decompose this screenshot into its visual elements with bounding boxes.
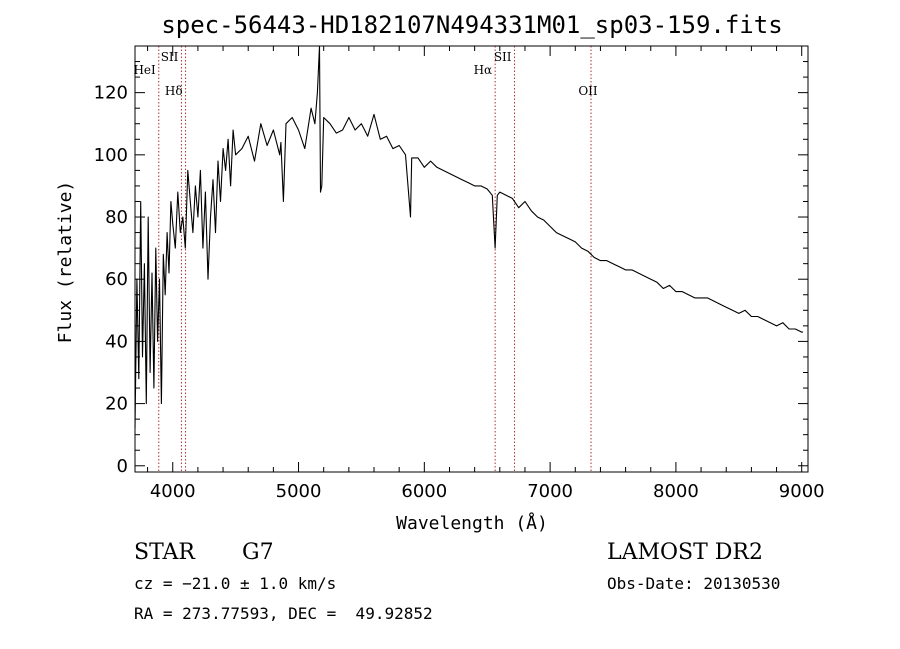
chart-title: spec-56443-HD182107N494331M01_sp03-159.f… [161, 11, 782, 39]
x-tick-label: 5000 [276, 481, 322, 502]
plot-frame [134, 45, 809, 473]
y-tick-label: 60 [105, 269, 128, 290]
object-subclass: G7 [242, 540, 274, 565]
spectral-line-label: Hδ [165, 84, 183, 98]
redshift-readout: cz = −21.0 ± 1.0 km/s [134, 574, 337, 593]
spectrum-line [134, 45, 803, 429]
x-tick-label: 8000 [653, 481, 699, 502]
survey-name: LAMOST DR2 [607, 540, 763, 565]
spectral-line-label: SII [161, 50, 179, 64]
x-tick-label: 7000 [527, 481, 573, 502]
x-axis-label: Wavelength (Å) [396, 512, 548, 534]
plot-axes: 4000 5000 6000 7000 8000 9000 0 20 40 60 80 100 120 [94, 45, 825, 502]
coordinates-readout: RA = 273.77593, DEC = 49.92852 [134, 604, 433, 623]
spectral-line-label: OII [578, 84, 598, 98]
spectral-line-label: Hα [474, 63, 493, 77]
y-tick-label: 100 [94, 145, 128, 166]
spectral-line-label: SII [494, 50, 512, 64]
y-tick-label: 40 [105, 331, 128, 352]
y-tick-label: 80 [105, 207, 128, 228]
observation-date: Obs-Date: 20130530 [607, 574, 781, 593]
spectral-line-label: HeI [133, 63, 156, 77]
object-class: STAR [134, 540, 195, 565]
x-tick-label: 6000 [401, 481, 447, 502]
x-tick-label: 9000 [779, 481, 825, 502]
spectrum-series [134, 45, 803, 429]
x-tick-label: 4000 [150, 481, 196, 502]
y-axis-label: Flux (relative) [55, 181, 76, 344]
y-tick-label: 0 [117, 456, 128, 477]
y-tick-label: 120 [94, 83, 128, 104]
y-tick-label: 20 [105, 394, 128, 415]
